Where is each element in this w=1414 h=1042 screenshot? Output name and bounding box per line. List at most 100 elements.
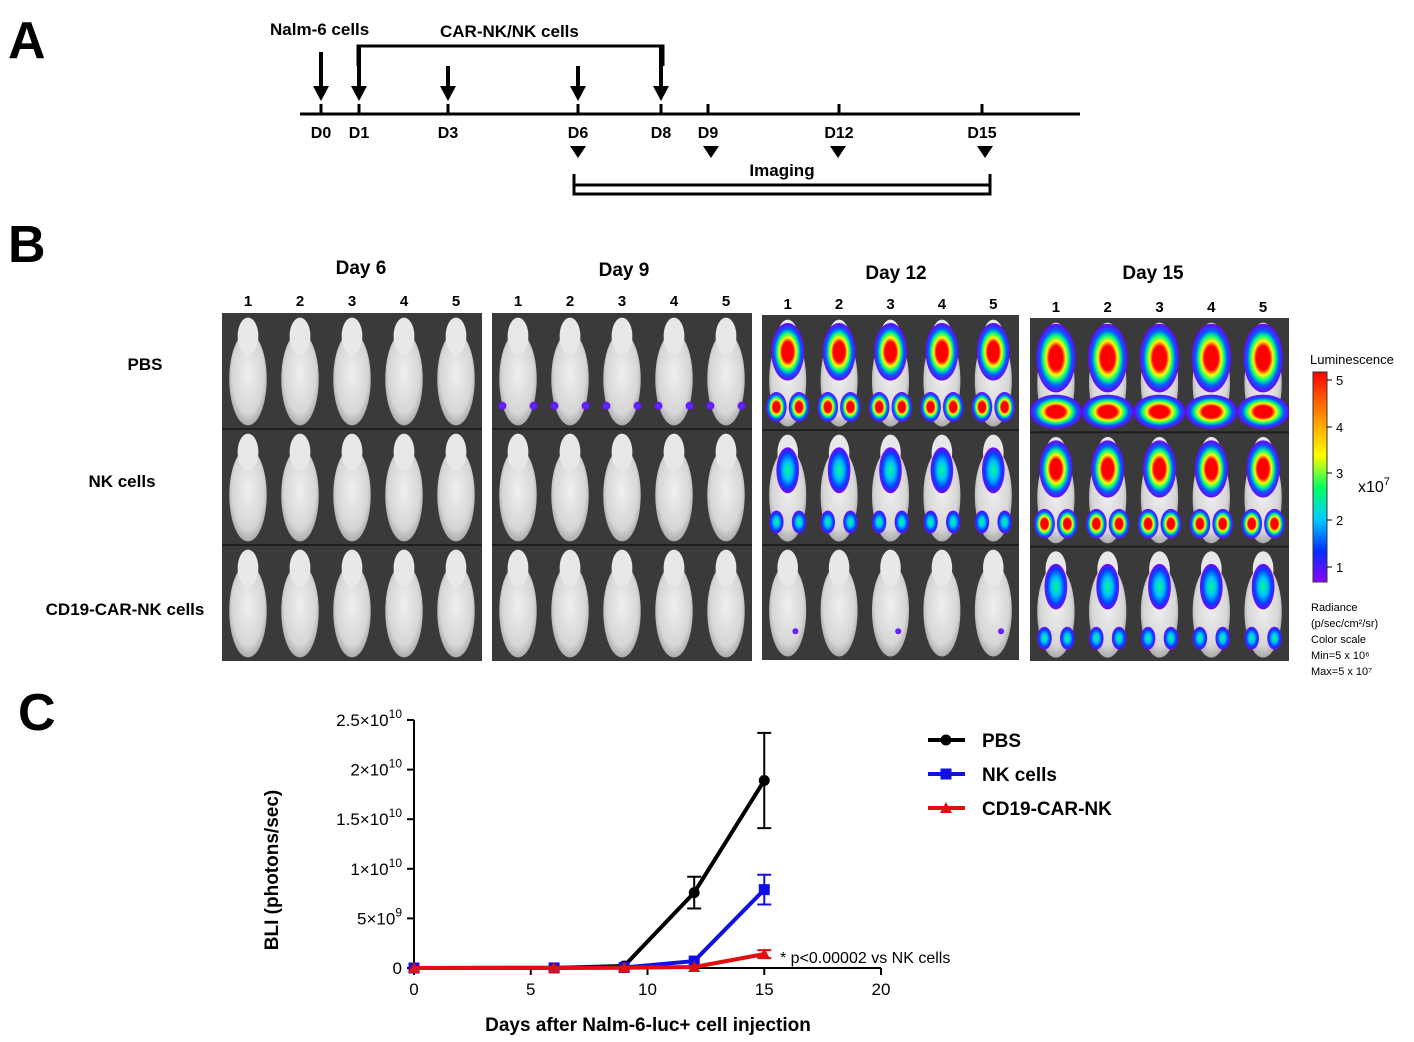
imaging-day-header: Day 6: [336, 258, 387, 279]
bli-signal: [1060, 626, 1075, 650]
imaging-block: [1030, 318, 1289, 661]
mouse-number: 3: [886, 296, 894, 313]
mouse-image: [655, 448, 693, 542]
mouse-image: [923, 564, 961, 657]
bli-signal: [868, 392, 890, 422]
bli-signal: [1237, 394, 1289, 429]
bli-signal: [1212, 508, 1234, 539]
mouse-image: [499, 332, 537, 426]
bli-signal: [602, 401, 611, 410]
colorbar-tick-label: 4: [1336, 420, 1343, 435]
bli-signal: [581, 401, 590, 410]
mouse-image: [603, 332, 641, 426]
data-point: [688, 961, 701, 973]
car-nk-label: CAR-NK/NK cells: [440, 22, 579, 41]
bli-signal: [1089, 626, 1104, 650]
data-point: [618, 961, 631, 973]
y-tick-label: 1.5×1010: [336, 806, 402, 829]
bli-signal: [1139, 323, 1180, 393]
bli-signal: [1194, 440, 1228, 498]
mouse-number: 4: [938, 296, 947, 313]
bli-signal: [1133, 394, 1186, 429]
bli-signal: [1137, 508, 1159, 539]
mouse-image: [499, 564, 537, 658]
bli-signal: [981, 447, 1005, 494]
bli-signal: [1191, 323, 1231, 393]
x-axis-label: Days after Nalm-6-luc+ cell injection: [485, 1015, 811, 1036]
bli-signal: [1034, 508, 1055, 539]
colorbar-note: (p/sec/cm²/sr): [1311, 618, 1378, 630]
bli-signal: [843, 510, 858, 534]
bli-signal: [840, 392, 861, 422]
bli-signal: [1192, 626, 1208, 650]
x-tick-label: 0: [409, 980, 418, 999]
mouse-image: [281, 332, 319, 426]
timeline-day-label: D9: [698, 125, 719, 142]
bli-signal: [771, 323, 805, 381]
bli-signal: [1215, 626, 1230, 650]
legend-label: NK cells: [982, 765, 1057, 786]
mouse-number: 1: [244, 293, 252, 310]
colorbar-tick-label: 3: [1336, 466, 1343, 481]
group-label: CD19-CAR-NK cells: [46, 600, 205, 619]
bli-signal: [946, 510, 961, 534]
bli-signal: [792, 628, 799, 635]
bli-signal: [776, 447, 800, 494]
y-tick-label: 1×1010: [350, 856, 402, 879]
bli-signal: [1140, 626, 1156, 650]
mouse-image: [603, 448, 641, 542]
bli-signal: [1142, 440, 1177, 498]
mouse-image: [437, 448, 475, 542]
mouse-image: [229, 332, 267, 426]
imaging-block: [762, 315, 1019, 660]
bli-signal: [994, 392, 1015, 422]
nalm-label: Nalm-6 cells: [270, 20, 369, 39]
bli-signal: [1189, 508, 1211, 539]
mouse-image: [437, 332, 475, 426]
timeline-day-label: D15: [967, 125, 996, 142]
bli-signal: [706, 401, 715, 410]
imaging-day-header: Day 9: [599, 260, 650, 281]
bli-signal: [1244, 626, 1259, 650]
x-tick-label: 5: [526, 980, 535, 999]
data-point: [940, 802, 952, 813]
colorbar-unit: x107: [1358, 476, 1390, 496]
mouse-image: [707, 332, 745, 426]
imaging-marker-icon: [570, 146, 586, 158]
x-tick-label: 10: [638, 980, 657, 999]
bli-signal: [788, 392, 810, 422]
bli-signal: [1036, 323, 1076, 393]
bli-signal: [1160, 508, 1182, 539]
bli-signal: [654, 401, 663, 410]
data-point: [758, 948, 771, 960]
colorbar-tick-label: 2: [1336, 513, 1343, 528]
bli-signal: [550, 401, 559, 410]
bli-signal: [1185, 394, 1238, 429]
bli-signal: [1163, 626, 1179, 650]
bli-signal: [1056, 508, 1078, 539]
bli-signal: [874, 323, 907, 381]
series-line: [413, 779, 766, 970]
bli-signal: [1243, 323, 1283, 393]
bli-signal: [1199, 563, 1223, 610]
bli-signal: [1148, 563, 1171, 610]
mouse-number: 2: [296, 293, 304, 310]
bli-signal: [1044, 563, 1068, 610]
bli-chart: 0 5 10 15 20 0 5×109 1×1010 1.5×1010 2×1010 2.5×10…: [262, 707, 1112, 1036]
y-axis-label: BLI (photons/sec): [262, 790, 283, 950]
bli-signal: [1039, 440, 1073, 498]
mouse-number: 2: [566, 293, 574, 310]
mouse-number: 5: [1259, 299, 1267, 316]
mouse-number: 4: [1207, 299, 1216, 316]
mouse-image: [229, 448, 267, 542]
bli-signal: [791, 510, 807, 534]
data-point: [940, 768, 952, 780]
timeline-day-label: D1: [349, 125, 370, 142]
x-tick-label: 20: [872, 980, 891, 999]
data-point: [688, 887, 700, 899]
mouse-image: [655, 564, 693, 658]
injection-arrow-icon: [313, 86, 329, 101]
bli-signal: [1246, 440, 1280, 498]
bli-signal: [1108, 508, 1130, 539]
